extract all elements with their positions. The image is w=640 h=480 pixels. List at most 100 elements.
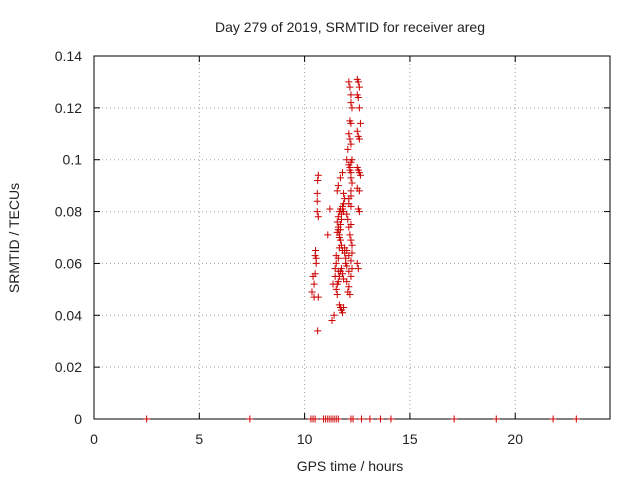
y-tick-label: 0.06 [55,255,82,271]
data-point [346,135,354,143]
data-point [310,280,318,288]
data-point [345,78,353,86]
data-point [348,265,356,273]
y-tick-label: 0.02 [55,359,82,375]
data-point [346,163,354,171]
data-point [313,197,321,205]
data-point [314,171,322,179]
data-point [311,415,319,423]
data-point [340,304,348,312]
y-axis-title: SRMTID / TECUs [6,183,22,293]
y-tick-label: 0.04 [55,307,82,323]
x-tick-label: 15 [402,431,418,447]
data-point [330,311,338,319]
data-point [348,104,356,112]
data-point [376,415,384,423]
data-point [313,189,321,197]
data-point [357,415,365,423]
data-point [314,327,322,335]
data-point [354,78,362,86]
data-point [355,135,363,143]
data-point [347,192,355,200]
x-tick-label: 10 [297,431,313,447]
data-point [333,218,341,226]
data-point [346,231,354,239]
data-point [450,415,458,423]
x-tick-label: 5 [195,431,203,447]
data-point [387,415,395,423]
data-point [346,83,354,91]
data-point [347,221,355,229]
data-point [355,187,363,195]
data-point [343,246,351,254]
data-point [343,210,351,218]
x-tick-label: 20 [507,431,523,447]
axis-ticks: 0 0.02 0.04 0.06 0.08 0.1 0.12 0.14 0 5 10 15 20 [55,48,610,447]
data-point [354,93,362,101]
data-point [492,415,500,423]
data-point [346,291,354,299]
data-point [347,91,355,99]
data-point [353,259,361,267]
data-point [337,241,345,249]
data-point [354,265,362,273]
data-point [333,291,341,299]
data-point [345,130,353,138]
y-tick-label: 0.1 [63,152,83,168]
data-point [345,200,353,208]
data-point [348,241,356,249]
data-point [355,208,363,216]
data-point [308,288,316,296]
data-point [326,205,334,213]
data-point [345,283,353,291]
data-point [347,169,355,177]
data-point [339,270,347,278]
data-point [355,83,363,91]
x-axis-title: GPS time / hours [297,458,404,474]
data-point [366,415,374,423]
data-points [143,75,580,423]
data-point [347,119,355,127]
data-point [312,246,320,254]
y-tick-label: 0.12 [55,100,82,116]
data-point [343,262,351,270]
data-point [143,415,151,423]
data-point [314,176,322,184]
data-point [340,189,348,197]
data-point [549,415,557,423]
data-point [334,182,342,190]
data-point [311,270,319,278]
data-point [313,208,321,216]
data-point [333,187,341,195]
data-point [355,104,363,112]
data-point [334,226,342,234]
data-point [343,278,351,286]
data-point [334,415,342,423]
data-point [349,415,357,423]
data-point [353,127,361,135]
data-point [348,179,356,187]
data-point [347,99,355,107]
data-point [335,231,343,239]
data-point [347,272,355,280]
y-tick-label: 0.08 [55,204,82,220]
data-point [347,158,355,166]
data-point [314,213,322,221]
y-tick-label: 0 [74,411,82,427]
data-point [312,254,320,262]
data-point [344,215,352,223]
data-point [356,171,364,179]
data-point [339,309,347,317]
data-point [348,249,356,257]
data-point [336,205,344,213]
data-point [336,174,344,182]
data-point [334,254,342,262]
data-point [344,145,352,153]
data-point [347,140,355,148]
data-point [314,293,322,301]
data-point [337,265,345,273]
chart-title: Day 279 of 2019, SRMTID for receiver are… [215,19,485,35]
data-point [334,278,342,286]
data-point [356,119,364,127]
